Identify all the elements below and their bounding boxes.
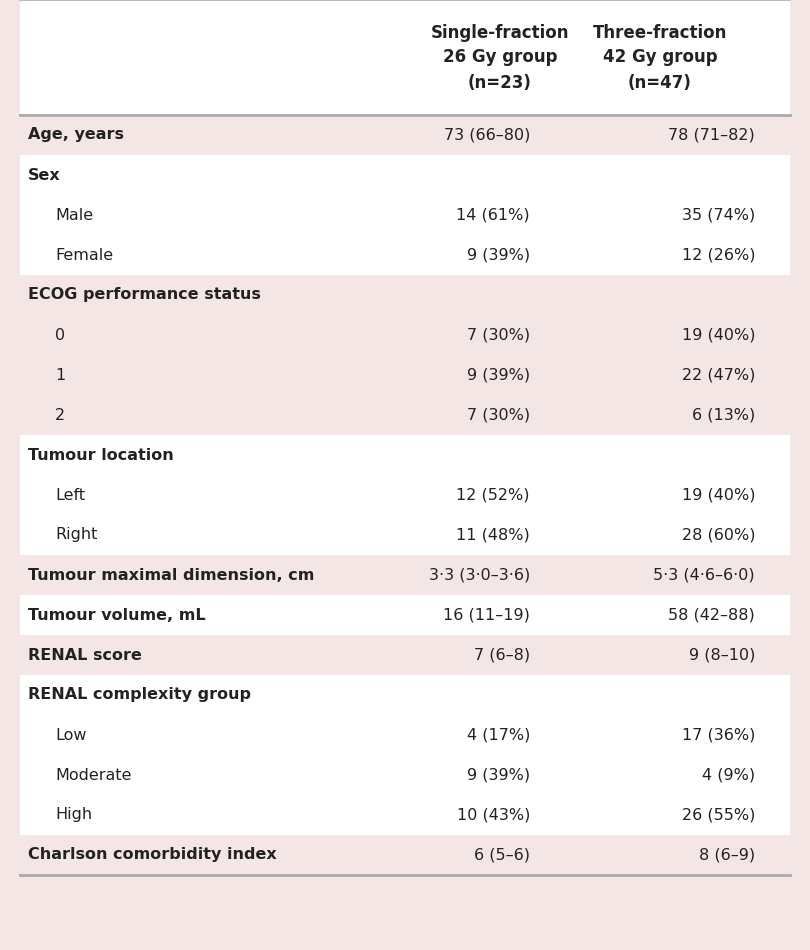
Text: 78 (71–82): 78 (71–82) bbox=[668, 127, 755, 142]
Text: Single-fraction
26 Gy group
(n=23): Single-fraction 26 Gy group (n=23) bbox=[431, 24, 569, 91]
Text: 19 (40%): 19 (40%) bbox=[681, 487, 755, 503]
Text: 7 (30%): 7 (30%) bbox=[467, 328, 530, 343]
Bar bbox=[20, 435, 790, 475]
Bar bbox=[20, 795, 790, 835]
Text: 11 (48%): 11 (48%) bbox=[456, 527, 530, 542]
Bar bbox=[20, 355, 790, 395]
Text: 4 (17%): 4 (17%) bbox=[467, 728, 530, 743]
Bar bbox=[20, 555, 790, 595]
Bar bbox=[20, 395, 790, 435]
Text: Tumour volume, mL: Tumour volume, mL bbox=[28, 607, 206, 622]
Text: 9 (39%): 9 (39%) bbox=[467, 248, 530, 262]
Bar bbox=[20, 835, 790, 875]
Text: 19 (40%): 19 (40%) bbox=[681, 328, 755, 343]
Text: Sex: Sex bbox=[28, 167, 61, 182]
Text: 9 (39%): 9 (39%) bbox=[467, 368, 530, 383]
Bar bbox=[20, 515, 790, 555]
Bar bbox=[20, 155, 790, 195]
Text: ECOG performance status: ECOG performance status bbox=[28, 288, 261, 302]
Text: 12 (26%): 12 (26%) bbox=[681, 248, 755, 262]
Text: RENAL complexity group: RENAL complexity group bbox=[28, 688, 251, 702]
Text: 22 (47%): 22 (47%) bbox=[682, 368, 755, 383]
Text: 10 (43%): 10 (43%) bbox=[457, 808, 530, 823]
Bar bbox=[20, 675, 790, 715]
Text: 6 (5–6): 6 (5–6) bbox=[474, 847, 530, 863]
Text: Moderate: Moderate bbox=[55, 768, 131, 783]
Bar bbox=[20, 115, 790, 155]
Text: 12 (52%): 12 (52%) bbox=[457, 487, 530, 503]
Text: 26 (55%): 26 (55%) bbox=[682, 808, 755, 823]
Bar bbox=[20, 315, 790, 355]
Bar bbox=[20, 755, 790, 795]
Text: 5·3 (4·6–6·0): 5·3 (4·6–6·0) bbox=[654, 567, 755, 582]
Text: 17 (36%): 17 (36%) bbox=[682, 728, 755, 743]
Text: 6 (13%): 6 (13%) bbox=[692, 408, 755, 423]
Text: Three-fraction
42 Gy group
(n=47): Three-fraction 42 Gy group (n=47) bbox=[593, 24, 727, 91]
Text: 14 (61%): 14 (61%) bbox=[456, 207, 530, 222]
Bar bbox=[20, 275, 790, 315]
Text: Tumour maximal dimension, cm: Tumour maximal dimension, cm bbox=[28, 567, 314, 582]
Text: 2: 2 bbox=[55, 408, 65, 423]
Text: 28 (60%): 28 (60%) bbox=[681, 527, 755, 542]
Text: Right: Right bbox=[55, 527, 97, 542]
Text: 8 (6–9): 8 (6–9) bbox=[699, 847, 755, 863]
Text: Low: Low bbox=[55, 728, 87, 743]
Bar bbox=[20, 0, 790, 115]
Bar bbox=[20, 595, 790, 635]
Text: 7 (30%): 7 (30%) bbox=[467, 408, 530, 423]
Text: 35 (74%): 35 (74%) bbox=[682, 207, 755, 222]
Text: 1: 1 bbox=[55, 368, 66, 383]
Text: High: High bbox=[55, 808, 92, 823]
Bar bbox=[20, 635, 790, 675]
Text: RENAL score: RENAL score bbox=[28, 648, 142, 662]
Text: Female: Female bbox=[55, 248, 113, 262]
Text: Male: Male bbox=[55, 207, 93, 222]
Text: Tumour location: Tumour location bbox=[28, 447, 174, 463]
Bar bbox=[20, 475, 790, 515]
Bar bbox=[20, 235, 790, 275]
Text: Age, years: Age, years bbox=[28, 127, 124, 142]
Text: 4 (9%): 4 (9%) bbox=[702, 768, 755, 783]
Bar bbox=[20, 195, 790, 235]
Bar bbox=[20, 715, 790, 755]
Text: 9 (39%): 9 (39%) bbox=[467, 768, 530, 783]
Text: Charlson comorbidity index: Charlson comorbidity index bbox=[28, 847, 277, 863]
Text: 73 (66–80): 73 (66–80) bbox=[444, 127, 530, 142]
Text: Left: Left bbox=[55, 487, 85, 503]
Text: 9 (8–10): 9 (8–10) bbox=[688, 648, 755, 662]
Text: 0: 0 bbox=[55, 328, 65, 343]
Text: 7 (6–8): 7 (6–8) bbox=[474, 648, 530, 662]
Text: 16 (11–19): 16 (11–19) bbox=[443, 607, 530, 622]
Text: 58 (42–88): 58 (42–88) bbox=[668, 607, 755, 622]
Text: 3·3 (3·0–3·6): 3·3 (3·0–3·6) bbox=[428, 567, 530, 582]
